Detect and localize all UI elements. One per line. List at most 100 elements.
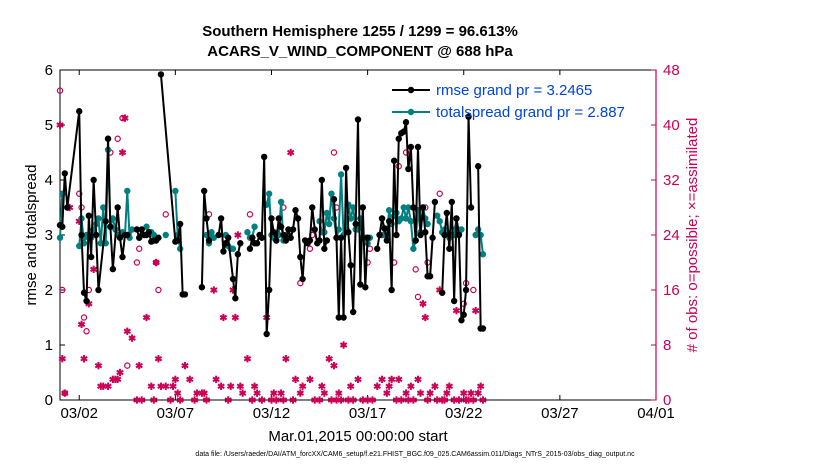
possible-obs-marker [80, 314, 88, 321]
assimilated-marker-stroke [58, 356, 67, 362]
assimilated-marker-stroke [270, 390, 278, 396]
possible-obs-marker [133, 259, 141, 266]
assimilated-obs-marker [414, 375, 422, 384]
rmse-marker [83, 297, 90, 305]
rmse-marker [294, 215, 302, 222]
rmse-marker [229, 275, 237, 283]
assimilated-obs-marker [349, 396, 357, 404]
assimilated-obs-marker [219, 313, 228, 322]
assimilated-marker-stroke [378, 376, 386, 383]
assimilated-marker-stroke [77, 321, 86, 328]
rmse-marker [285, 226, 292, 233]
assimilated-obs-marker [279, 396, 288, 404]
rmse-marker [467, 204, 475, 211]
assimilated-obs-marker [416, 389, 425, 397]
x-tick-label: 03/12 [253, 405, 291, 422]
rmse-marker [335, 314, 342, 321]
rmse-marker [268, 215, 275, 222]
rmse-marker [390, 157, 398, 164]
assimilated-marker-stroke [325, 356, 333, 362]
assimilated-obs-marker [315, 396, 324, 404]
assimilated-marker-stroke [423, 397, 432, 403]
rmse-marker [234, 251, 242, 258]
assimilated-marker-stroke [219, 314, 228, 321]
rmse-marker [282, 237, 290, 244]
assimilated-obs-marker [243, 355, 252, 363]
totalspread-marker [328, 190, 335, 197]
rmse-marker [362, 284, 369, 291]
rmse-marker [133, 226, 141, 233]
rmse-marker [460, 311, 467, 318]
possible-obs-marker [306, 245, 314, 252]
assimilated-obs-marker [476, 382, 485, 390]
rmse-marker [78, 231, 85, 239]
assimilated-marker-stroke [298, 383, 307, 389]
assimilated-marker-stroke [443, 390, 451, 396]
rmse-marker [155, 234, 162, 241]
rmse-marker [330, 196, 338, 203]
totalspread-marker [56, 234, 64, 241]
rmse-marker [405, 165, 412, 173]
assimilated-marker-stroke [471, 307, 480, 314]
totalspread-marker [434, 212, 441, 219]
assimilated-obs-marker [113, 375, 122, 384]
assimilated-marker-stroke [142, 314, 151, 321]
assimilated-obs-marker [397, 396, 405, 404]
assimilated-obs-marker [421, 313, 429, 322]
rmse-marker [258, 234, 266, 241]
rmse-marker [205, 237, 213, 244]
rmse-marker [474, 163, 482, 170]
rmse-marker [217, 215, 225, 222]
rmse-marker [222, 240, 229, 247]
possible-obs-marker [56, 87, 64, 94]
assimilated-marker-stroke [173, 390, 182, 396]
assimilated-obs-marker [407, 382, 415, 390]
rmse-marker [64, 204, 71, 211]
assimilated-marker-stroke [315, 397, 324, 403]
assimilated-obs-marker [248, 396, 256, 404]
assimilated-marker-stroke [116, 369, 124, 376]
totalspread-marker [385, 207, 393, 214]
totalspread-marker [323, 209, 331, 217]
assimilated-marker-stroke [476, 383, 485, 389]
assimilated-marker-stroke [277, 390, 285, 396]
assimilated-obs-marker [58, 355, 67, 363]
rmse-marker [277, 223, 285, 230]
assimilated-marker-stroke [113, 376, 122, 383]
possible-obs-marker [412, 266, 419, 273]
assimilated-marker-stroke [166, 397, 175, 403]
rmse-marker [455, 231, 463, 239]
totalspread-marker [407, 218, 415, 225]
assimilated-marker-stroke [152, 259, 160, 266]
assimilated-marker-stroke [217, 383, 225, 389]
rmse-marker [176, 220, 184, 228]
assimilated-marker-stroke [238, 390, 247, 396]
rmse-marker [337, 234, 345, 241]
totalspread-marker [402, 215, 410, 222]
assimilated-marker-stroke [104, 383, 112, 389]
assimilated-marker-stroke [56, 122, 64, 128]
assimilated-marker-stroke [407, 383, 415, 389]
rmse-marker [359, 204, 367, 211]
assimilated-marker-stroke [243, 356, 252, 362]
assimilated-obs-marker [460, 389, 468, 397]
assimilated-obs-marker [440, 396, 449, 404]
rmse-marker [417, 231, 424, 239]
rmse-marker [114, 204, 121, 211]
rmse-marker [102, 218, 109, 225]
rmse-marker [306, 237, 314, 244]
assimilated-obs-marker [291, 375, 300, 384]
assimilated-obs-marker [152, 258, 160, 267]
rmse-marker [136, 234, 143, 241]
totalspread-line [59, 193, 64, 238]
assimilated-marker-stroke [306, 376, 314, 383]
possible-obs-marker [76, 190, 83, 197]
rmse-marker [237, 240, 244, 247]
rmse-marker [385, 218, 393, 225]
rmse-marker [402, 119, 410, 126]
possible-obs-marker [155, 286, 162, 294]
rmse-marker [270, 229, 277, 236]
y2-tick-label: 40 [663, 117, 680, 134]
rmse-marker [342, 164, 350, 172]
assimilated-marker-stroke [291, 376, 300, 383]
